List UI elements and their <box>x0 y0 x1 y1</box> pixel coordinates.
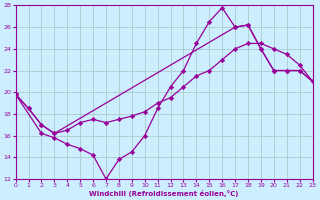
X-axis label: Windchill (Refroidissement éolien,°C): Windchill (Refroidissement éolien,°C) <box>89 190 239 197</box>
